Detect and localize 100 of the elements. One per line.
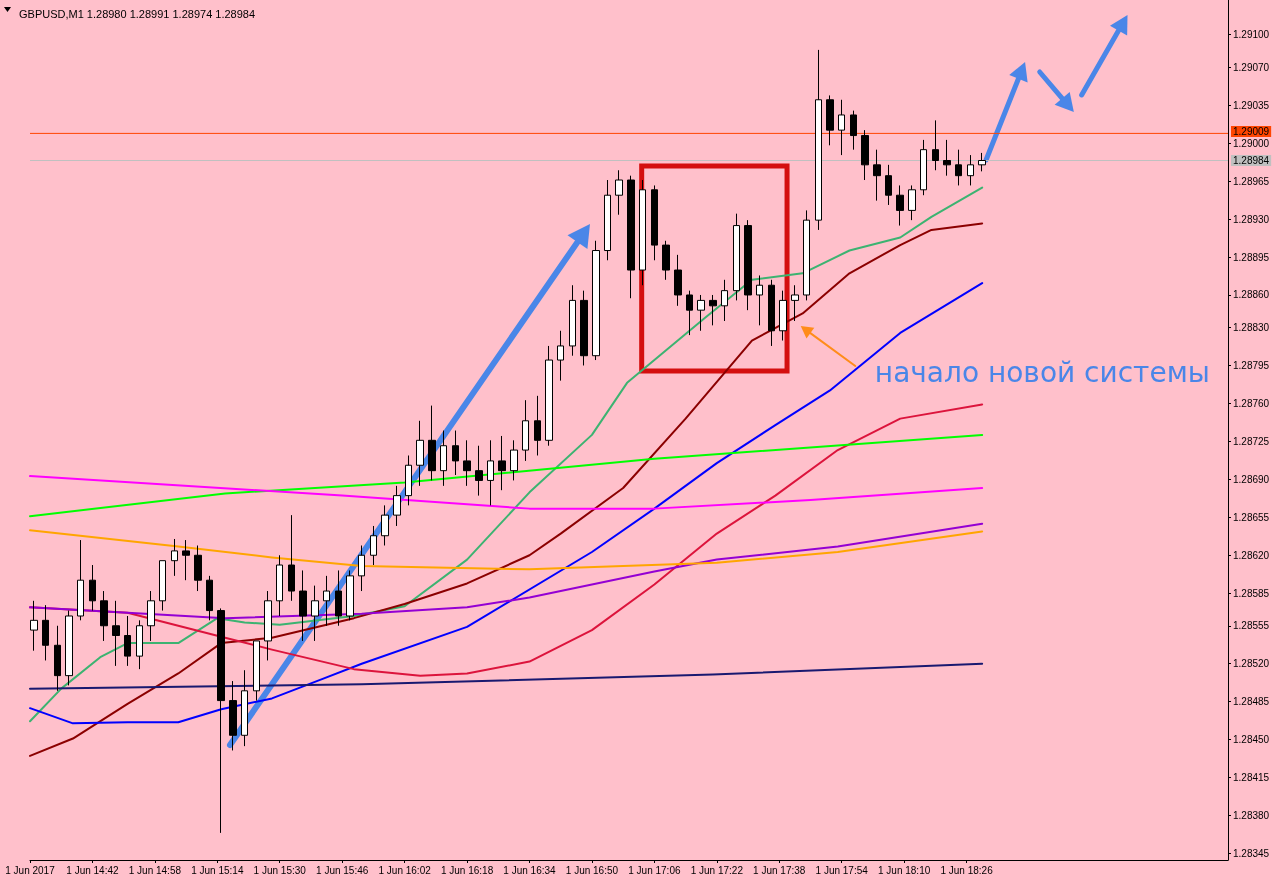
candlestick xyxy=(873,149,881,202)
candlestick xyxy=(791,284,799,322)
annotation: начало новой системы xyxy=(874,355,1210,389)
x-tick-label: 1 Jun 14:42 xyxy=(66,864,120,876)
y-tick-label: 1.29070 xyxy=(1233,61,1270,73)
candlestick xyxy=(803,209,810,301)
x-tick-label: 1 Jun 15:30 xyxy=(253,864,307,876)
candlestick xyxy=(487,439,494,506)
candlestick xyxy=(850,110,857,151)
line-series xyxy=(29,529,984,571)
y-tick-label: 1.29035 xyxy=(1233,99,1270,111)
candlestick xyxy=(498,435,506,491)
candlestick xyxy=(475,445,483,497)
candlestick xyxy=(381,504,389,546)
x-tick-label: 1 Jun 17:06 xyxy=(628,864,681,876)
x-tick-label: 1 Jun 17:38 xyxy=(753,864,806,876)
x-tick-label: 1 Jun 16:18 xyxy=(440,864,494,876)
candlestick xyxy=(604,179,611,261)
candlestick xyxy=(545,345,553,447)
candlestick xyxy=(674,254,682,307)
candlestick xyxy=(768,279,775,347)
text: GBPUSD,M1 1.28980 1.28991 1.28974 1.28984 xyxy=(19,7,256,20)
candlestick xyxy=(264,590,272,661)
line-series xyxy=(29,282,984,725)
x-tick-label: 1 Jun 17:54 xyxy=(815,864,869,876)
candlestick xyxy=(978,152,986,172)
candlestick xyxy=(522,399,529,462)
x-tick-label: 1 Jun 17:22 xyxy=(690,864,744,876)
candlestick xyxy=(733,213,740,301)
candlestick xyxy=(580,290,588,366)
y-tick-label: 1.28895 xyxy=(1233,251,1270,263)
candlestick xyxy=(697,294,705,332)
candlestick xyxy=(276,554,283,617)
candlestick xyxy=(651,184,658,261)
y-tick-label: 1.28655 xyxy=(1233,511,1270,523)
y-tick-label: 1.28345 xyxy=(1233,847,1270,859)
candlestick xyxy=(452,430,459,476)
candlestick xyxy=(288,514,295,602)
ref-line-label: 1.28984 xyxy=(1233,155,1270,166)
candlestick xyxy=(744,219,752,311)
y-tick-label: 1.28690 xyxy=(1233,473,1270,485)
candlestick xyxy=(721,279,728,322)
line-series xyxy=(29,433,984,518)
candlestick xyxy=(311,585,319,642)
candlestick xyxy=(955,149,962,186)
y-tick-label: 1.28450 xyxy=(1233,734,1270,746)
candlestick xyxy=(592,240,600,361)
candlestick xyxy=(416,420,424,487)
candlestick xyxy=(885,164,892,206)
candlestick xyxy=(534,395,541,456)
line-series xyxy=(29,522,984,620)
y-tick-label: 1.29100 xyxy=(1233,29,1270,41)
candlestick xyxy=(967,154,974,186)
candlestick xyxy=(908,184,916,221)
x-tick-label: 1 Jun 16:02 xyxy=(378,864,432,876)
candlestick xyxy=(709,294,717,326)
y-tick-label: 1.28415 xyxy=(1233,772,1270,784)
candlestick xyxy=(77,539,84,621)
candlestick xyxy=(112,600,120,667)
candlestick xyxy=(100,590,108,642)
x-tick-label: 1 Jun 2017 xyxy=(5,864,56,876)
candlestick xyxy=(42,604,49,661)
y-tick-label: 1.29000 xyxy=(1233,137,1270,149)
x-tick-label: 1 Jun 16:34 xyxy=(503,864,557,876)
candlestick xyxy=(206,575,213,621)
candlestick xyxy=(229,680,237,751)
y-tick-label: 1.28760 xyxy=(1233,397,1270,409)
x-tick-label: 1 Jun 18:10 xyxy=(877,864,931,876)
candlestick xyxy=(920,139,927,196)
x-tick-label: 1 Jun 15:46 xyxy=(316,864,369,876)
candlestick xyxy=(662,240,670,281)
candlestick xyxy=(569,284,576,357)
candlestick xyxy=(159,560,166,612)
candlestick xyxy=(299,569,307,642)
candlestick xyxy=(124,615,131,667)
y-tick-label: 1.28485 xyxy=(1233,696,1270,708)
line-series xyxy=(29,662,984,690)
candlestick xyxy=(253,640,260,702)
candlestick xyxy=(861,129,869,181)
y-tick-label: 1.28830 xyxy=(1233,322,1270,334)
y-tick-label: 1.28520 xyxy=(1233,658,1270,670)
candlestick xyxy=(405,454,412,506)
x-tick-label: 1 Jun 18:26 xyxy=(940,864,994,876)
candlestick xyxy=(779,290,787,342)
candlestick xyxy=(323,575,330,627)
candlestick xyxy=(136,619,143,670)
candlestick xyxy=(217,607,225,834)
y-tick-label: 1.28725 xyxy=(1233,435,1270,447)
candlestick xyxy=(440,430,447,487)
candlestick xyxy=(30,600,38,652)
candlestick xyxy=(393,485,401,527)
candlestick xyxy=(54,625,61,692)
x-tick-label: 1 Jun 15:14 xyxy=(191,864,244,876)
candlestick xyxy=(943,139,951,177)
line-series xyxy=(29,475,984,510)
candlestick xyxy=(838,99,845,156)
candlestick xyxy=(171,538,178,577)
candlestick xyxy=(815,49,822,231)
candlestick xyxy=(89,564,96,612)
y-tick-label: 1.28795 xyxy=(1233,359,1270,371)
